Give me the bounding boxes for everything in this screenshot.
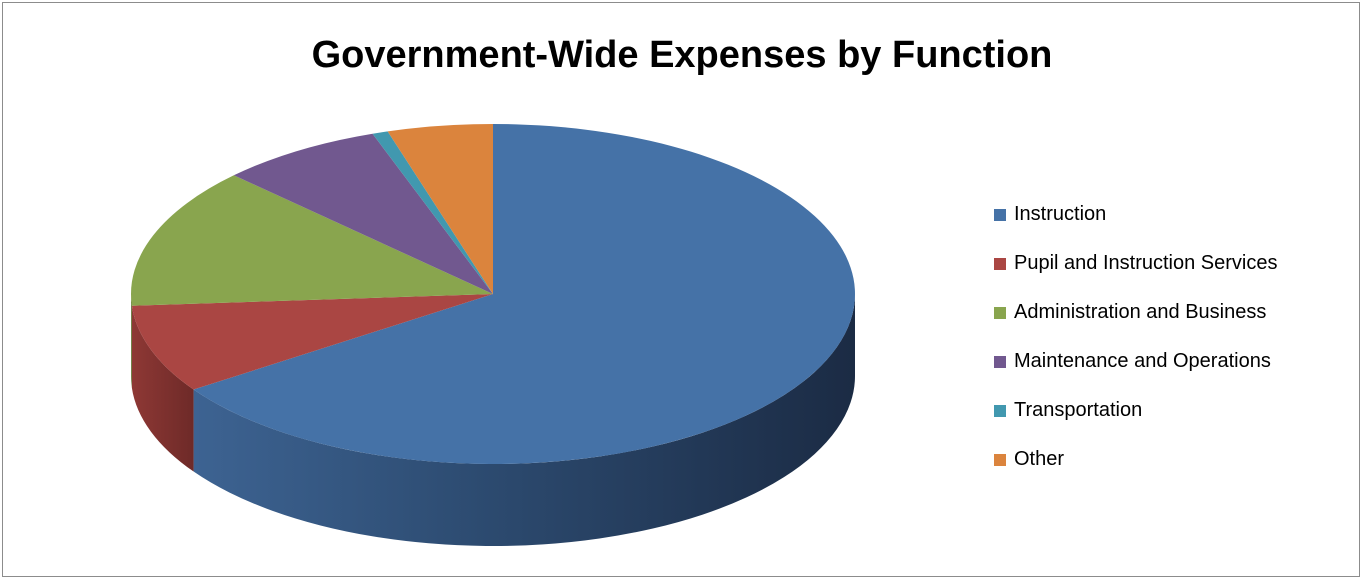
pie-slice-other (387, 124, 493, 294)
pie-slice-administration-and-business (130, 175, 493, 306)
legend-swatch-instruction (994, 209, 1006, 221)
legend-swatch-other (994, 454, 1006, 466)
pie-side-instruction (193, 294, 856, 547)
pie-slice-transportation (372, 131, 493, 294)
legend-swatch-transportation (994, 405, 1006, 417)
legend-label-maintenance-and-operations: Maintenance and Operations (1014, 350, 1271, 372)
legend-label-administration-and-business: Administration and Business (1014, 301, 1267, 323)
legend-swatch-maintenance-and-operations (994, 356, 1006, 368)
legend-label-other: Other (1014, 448, 1065, 470)
legend-swatch-administration-and-business (994, 307, 1006, 319)
pie-slice-maintenance-and-operations (233, 133, 493, 294)
legend-swatch-pupil-and-instruction-services (994, 258, 1006, 270)
pie-side-administration-and-business (131, 294, 132, 388)
chart-title: Government-Wide Expenses by Function (311, 34, 1053, 76)
pie-slice-instruction (193, 124, 856, 464)
pie-slice-pupil-and-instruction-services (131, 294, 494, 390)
pie-side-pupil-and-instruction-services (131, 305, 194, 472)
legend-label-transportation: Transportation (1014, 399, 1143, 421)
legend-label-instruction: Instruction (1014, 203, 1107, 225)
legend-label-pupil-and-instruction-services: Pupil and Instruction Services (1014, 252, 1278, 274)
